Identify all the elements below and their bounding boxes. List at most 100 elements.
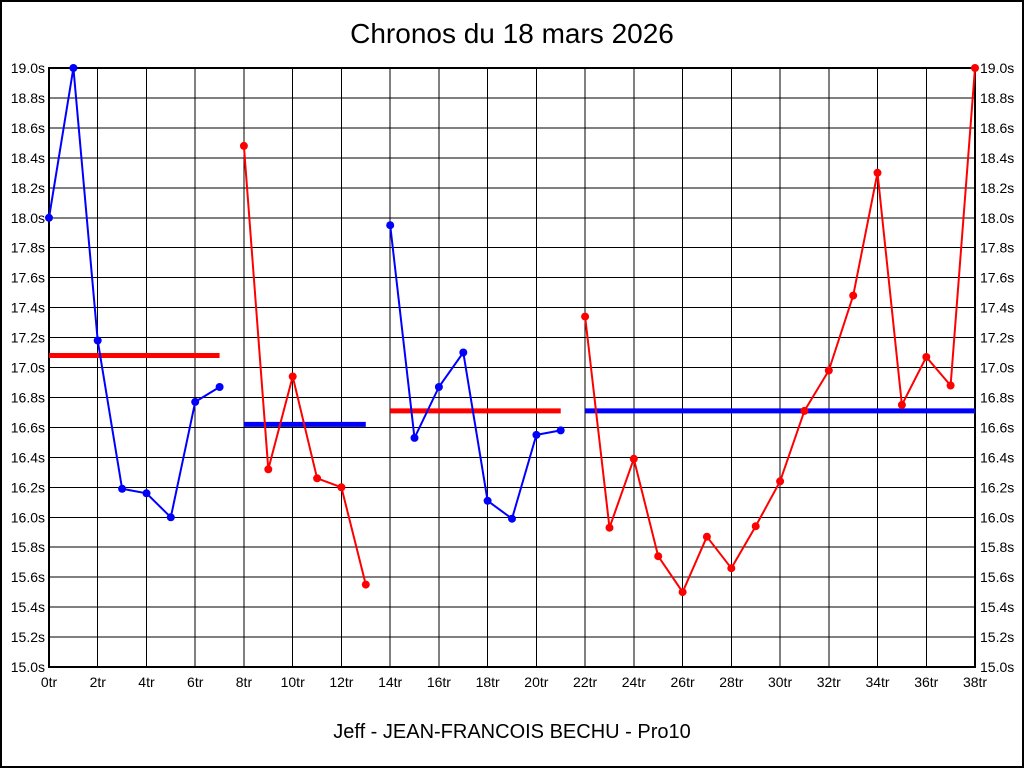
data-point [386, 221, 395, 230]
y-tick-label: 16.8s [980, 389, 1014, 405]
data-point [264, 465, 273, 474]
y-tick-label: 15.8s [980, 539, 1014, 555]
data-point [313, 474, 322, 483]
y-tick-label: 16.0s [980, 509, 1014, 525]
y-tick-label: 16.2s [11, 479, 45, 495]
y-tick-label: 16.2s [980, 479, 1014, 495]
data-point [702, 532, 711, 541]
data-point [629, 454, 638, 463]
y-tick-label: 17.0s [980, 360, 1014, 376]
data-point [800, 406, 809, 415]
data-point [897, 400, 906, 409]
data-point [288, 372, 297, 381]
x-tick-label: 26tr [671, 674, 695, 690]
data-point [581, 312, 590, 321]
y-tick-label: 18.8s [980, 90, 1014, 106]
data-point [678, 588, 687, 597]
y-tick-label: 15.0s [11, 659, 45, 675]
x-tick-label: 6tr [187, 674, 204, 690]
y-tick-label: 18.6s [980, 120, 1014, 136]
data-point [69, 64, 78, 72]
x-tick-label: 2tr [90, 674, 107, 690]
chart-title: Chronos du 18 mars 2026 [350, 18, 674, 49]
data-point [751, 522, 760, 531]
series-laps-4-red [581, 64, 979, 597]
data-point [532, 430, 541, 439]
x-tick-label: 14tr [378, 674, 402, 690]
y-tick-label: 18.4s [11, 150, 45, 166]
x-tick-label: 38tr [963, 674, 987, 690]
y-tick-label: 17.4s [11, 300, 45, 316]
y-tick-label: 18.0s [11, 210, 45, 226]
data-point [166, 513, 175, 522]
series-laps-2-red [239, 141, 370, 589]
data-point [410, 433, 419, 442]
y-tick-label: 15.2s [980, 629, 1014, 645]
data-point [727, 564, 736, 573]
x-tick-label: 20tr [524, 674, 548, 690]
series-laps-3-blue [386, 221, 565, 523]
data-point [215, 383, 224, 391]
x-tick-label: 4tr [138, 674, 155, 690]
data-point [337, 483, 346, 492]
data-point [556, 426, 565, 435]
x-tick-label: 30tr [768, 674, 792, 690]
y-tick-label: 18.6s [11, 120, 45, 136]
y-tick-label: 19.0s [11, 60, 45, 76]
y-tick-label: 17.8s [11, 240, 45, 256]
series-line [242, 145, 367, 585]
x-tick-label: 28tr [719, 674, 743, 690]
y-tick-label: 15.0s [980, 659, 1014, 675]
y-tick-label: 17.6s [980, 270, 1014, 286]
data-point [849, 291, 858, 300]
data-point [605, 523, 614, 532]
x-tick-label: 12tr [329, 674, 353, 690]
y-tick-label: 15.8s [11, 539, 45, 555]
y-tick-label: 17.2s [980, 330, 1014, 346]
series-line [48, 67, 221, 519]
y-axis-labels-left: 19.0s 18.8s 18.6s 18.4s 18.2s 18.0s 17.8s 17.6s… [11, 60, 45, 675]
series-laps-1-blue [45, 64, 224, 522]
data-point [93, 336, 102, 345]
x-tick-label: 18tr [476, 674, 500, 690]
grid [48, 67, 976, 668]
y-tick-label: 15.6s [980, 569, 1014, 585]
y-tick-label: 15.6s [11, 569, 45, 585]
data-point [776, 477, 785, 486]
data-point [434, 383, 443, 391]
series-line [389, 225, 561, 520]
y-tick-label: 16.4s [980, 449, 1014, 465]
chart-footer: Jeff - JEAN-FRANCOIS BECHU - Pro10 [333, 721, 691, 743]
data-point [361, 580, 370, 589]
y-tick-label: 18.4s [980, 150, 1014, 166]
y-tick-label: 19.0s [980, 60, 1014, 76]
x-tick-label: 34tr [865, 674, 889, 690]
x-tick-label: 16tr [427, 674, 451, 690]
data-point [922, 353, 931, 361]
y-tick-label: 16.4s [11, 449, 45, 465]
y-tick-label: 17.8s [980, 240, 1014, 256]
x-tick-label: 0tr [41, 674, 58, 690]
y-tick-label: 15.4s [980, 599, 1014, 615]
data-point [45, 213, 53, 222]
y-tick-label: 18.2s [11, 180, 45, 196]
x-tick-label: 10tr [281, 674, 305, 690]
data-point [873, 168, 882, 177]
y-tick-label: 17.6s [11, 270, 45, 286]
y-axis-labels-right: 19.0s 18.8s 18.6s 18.4s 18.2s 18.0s 17.8s 17.6s… [980, 60, 1014, 675]
y-tick-label: 17.2s [11, 330, 45, 346]
x-tick-label: 36tr [914, 674, 938, 690]
y-tick-label: 18.2s [980, 180, 1014, 196]
y-tick-label: 16.8s [11, 389, 45, 405]
data-point [459, 348, 468, 357]
data-point [946, 381, 955, 390]
y-tick-label: 15.4s [11, 599, 45, 615]
y-tick-label: 18.8s [11, 90, 45, 106]
y-tick-label: 15.2s [11, 629, 45, 645]
y-tick-label: 17.4s [980, 300, 1014, 316]
data-point [824, 366, 833, 375]
data-point [191, 397, 200, 406]
data-point [142, 489, 151, 498]
y-tick-label: 17.0s [11, 360, 45, 376]
